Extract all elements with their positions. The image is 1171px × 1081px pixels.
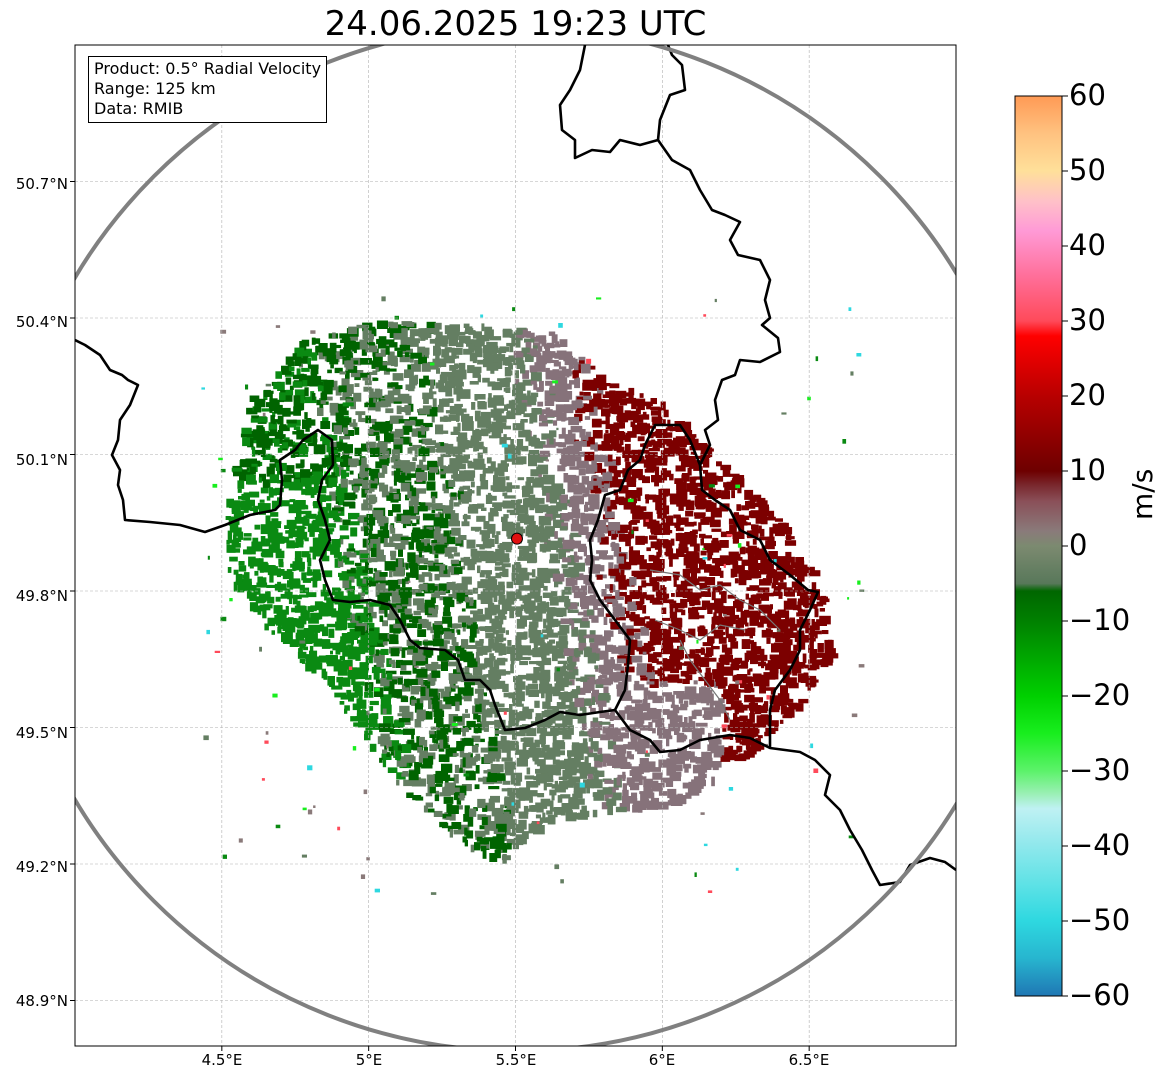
colorbar-tick-label: 30 [1069,303,1106,337]
colorbar [1014,95,1068,997]
colorbar-tick-label: −20 [1069,678,1131,712]
axis-ticks [70,181,810,1051]
colorbar-tick-label: −50 [1069,903,1131,937]
lon-tick-label: 4.5°E [201,1051,243,1069]
gridlines [75,45,956,1046]
colorbar-tick-label: 40 [1069,228,1106,262]
colorbar-tick-label: 20 [1069,378,1106,412]
lat-tick-label: 48.9°N [15,992,68,1010]
province-borders [649,569,781,721]
colorbar-tick-label: 60 [1069,78,1106,112]
lon-tick-label: 6.5°E [788,1051,830,1069]
colorbar-tick-label: 50 [1069,153,1106,187]
lat-tick-label: 50.4°N [15,313,68,331]
colorbar-tick-label: 10 [1069,453,1106,487]
range-label: Range: 125 km [94,79,216,98]
info-box: Product: 0.5° Radial Velocity Range: 125… [88,56,328,123]
colorbar-tick-label: −10 [1069,603,1131,637]
colorbar-tick-label: −40 [1069,828,1131,862]
lat-tick-label: 49.5°N [15,724,68,742]
colorbar-tick-label: −30 [1069,753,1131,787]
colorbar-tick-label: 0 [1069,528,1088,562]
colorbar-unit-label: m/s [1126,468,1159,520]
lat-tick-label: 49.2°N [15,858,68,876]
product-label: Product: 0.5° Radial Velocity [94,59,322,78]
radar-site-marker [510,532,523,545]
country-borders [75,45,956,887]
data-source-label: Data: RMIB [94,99,184,118]
lat-tick-label: 50.1°N [15,451,68,469]
colorbar-tick-label: −60 [1069,978,1131,1012]
velocity-echoes [201,296,865,895]
lat-tick-label: 50.7°N [15,175,68,193]
colorbar-gradient [1014,95,1063,997]
lon-tick-label: 6°E [648,1051,676,1069]
map-title: 24.06.2025 19:23 UTC [324,4,707,44]
lon-tick-label: 5.5°E [495,1051,537,1069]
lat-tick-label: 49.8°N [15,587,68,605]
map-area [75,45,956,1046]
lon-tick-label: 5°E [355,1051,383,1069]
